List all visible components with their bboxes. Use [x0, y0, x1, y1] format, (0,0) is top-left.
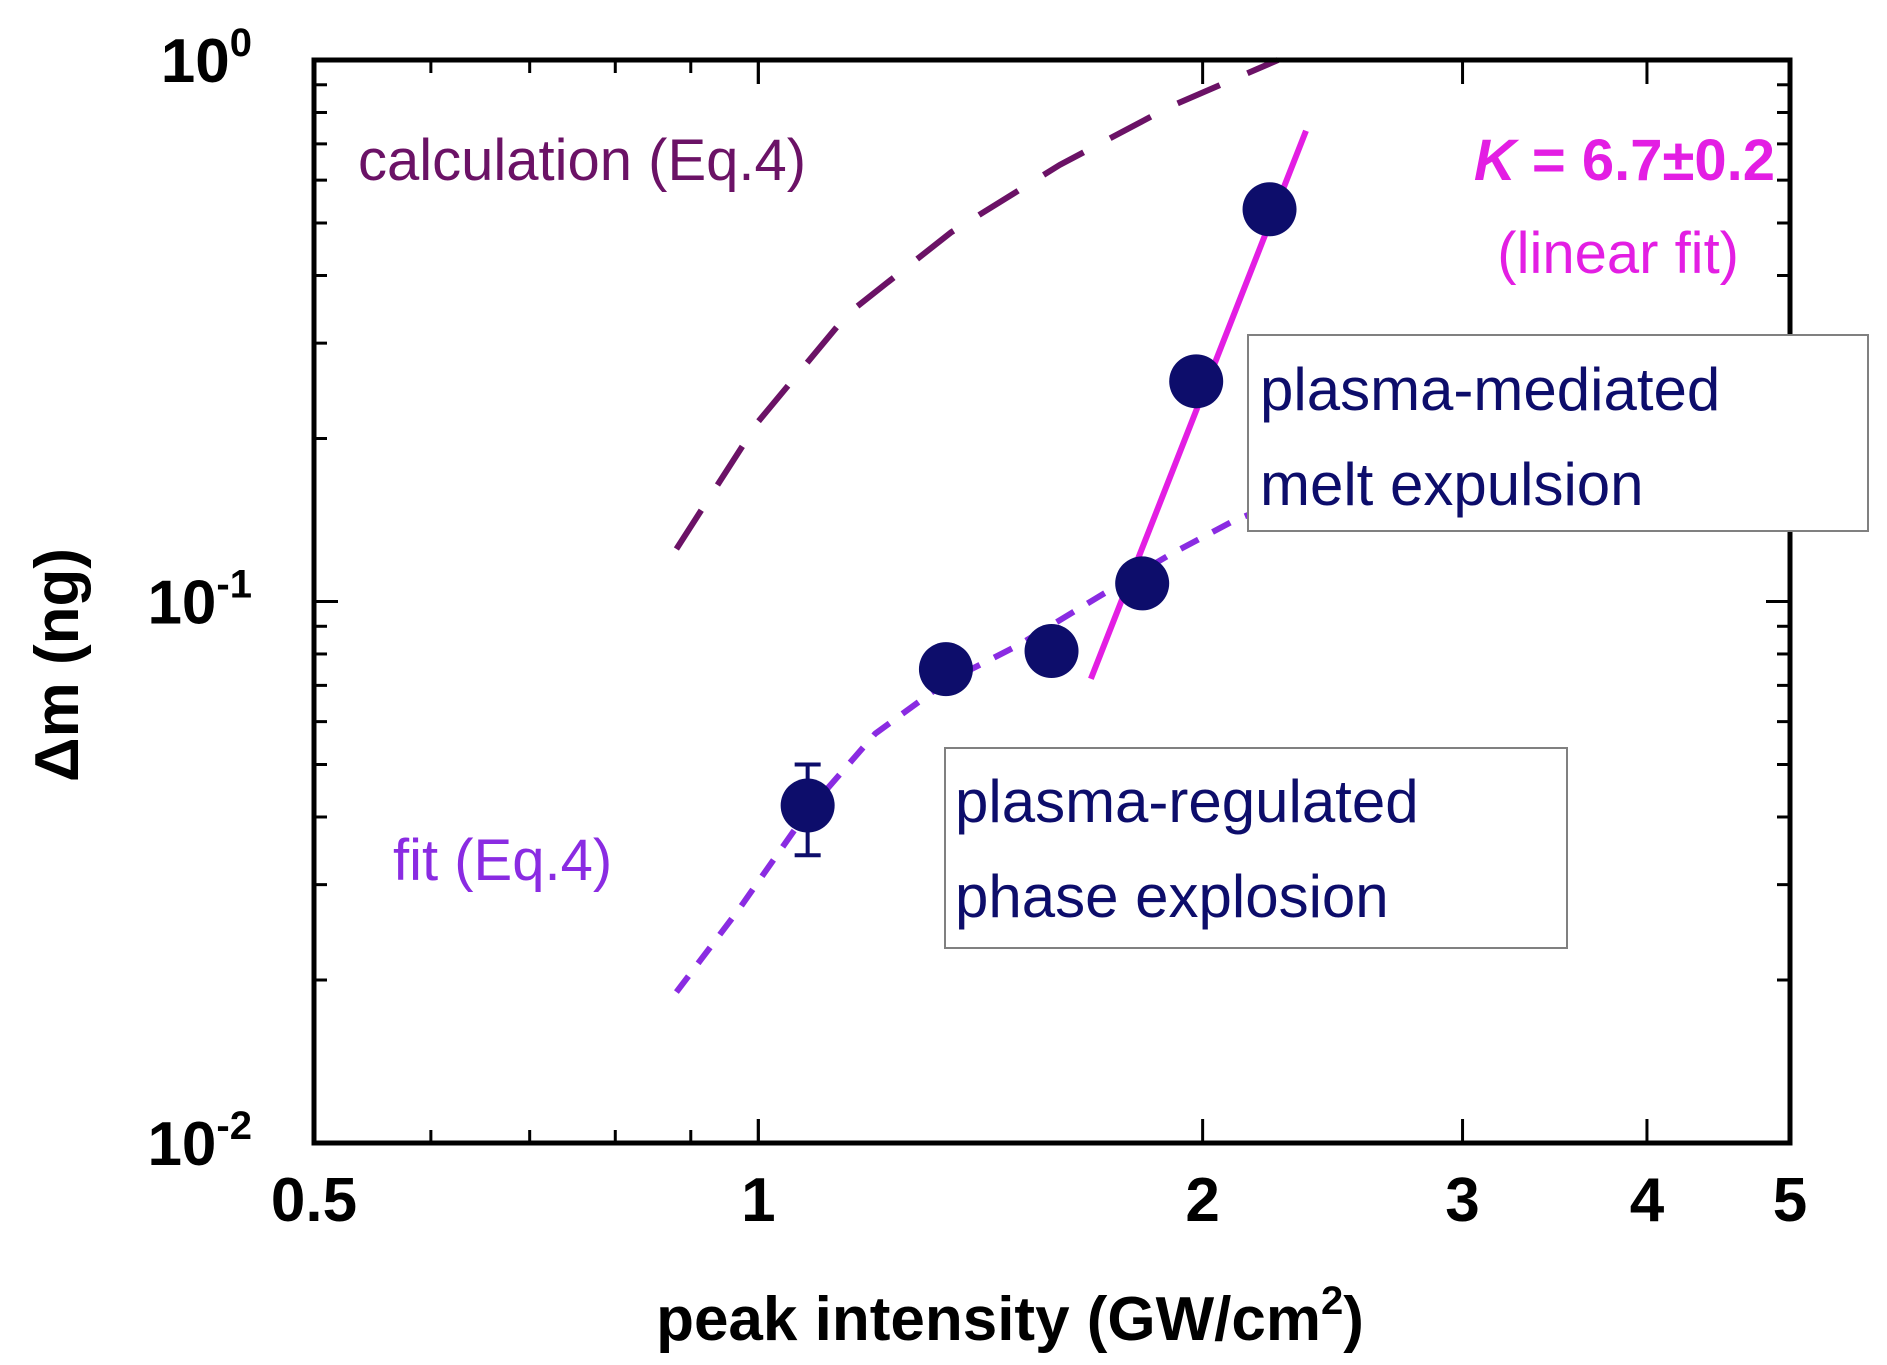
x-tick-label: 4 — [1630, 1166, 1665, 1235]
x-axis-title-sup: 2 — [1321, 1279, 1343, 1323]
melt-expulsion-box — [1247, 334, 1869, 532]
y-axis-title: Δm (ng) — [23, 548, 92, 782]
k-symbol: K — [1474, 128, 1520, 193]
data-point — [918, 642, 973, 697]
y-tick-exp: 0 — [230, 21, 252, 65]
data-point — [1115, 556, 1170, 611]
x-axis-title-main: peak intensity (GW/cm — [656, 1285, 1321, 1354]
phase-explosion-box — [944, 747, 1568, 949]
x-axis-title-close: ) — [1343, 1285, 1364, 1354]
linear-fit-label: (linear fit) — [1497, 221, 1739, 286]
melt-expulsion-line2: melt expulsion — [1260, 451, 1644, 518]
y-tick-label: 10-2 — [147, 1104, 252, 1179]
x-axis-title: peak intensity (GW/cm2) — [656, 1279, 1364, 1354]
y-tick-label: 100 — [161, 21, 252, 96]
k-value: = 6.7±0.2 — [1516, 128, 1775, 193]
calculation-label: calculation (Eq.4) — [358, 128, 806, 193]
data-point — [1242, 182, 1297, 237]
fit-label: fit (Eq.4) — [393, 828, 612, 893]
phase-explosion-line1: plasma-regulated — [955, 768, 1419, 835]
points-layer — [780, 182, 1297, 858]
y-tick-base: 10 — [147, 1110, 216, 1179]
y-tick-exp: -2 — [216, 1104, 252, 1148]
x-tick-label: 0.5 — [271, 1166, 357, 1235]
phase-explosion-line2: phase explosion — [955, 863, 1389, 930]
data-point — [780, 778, 835, 833]
x-tick-label: 1 — [741, 1166, 775, 1235]
calculation-curve — [673, 57, 1280, 551]
x-tick-label: 3 — [1445, 1166, 1479, 1235]
fit-curve — [674, 500, 1280, 994]
data-point — [1024, 624, 1079, 679]
k-value-label: K = 6.7±0.2 — [1474, 128, 1775, 193]
melt-expulsion-line1: plasma-mediated — [1260, 356, 1720, 423]
y-tick-base: 10 — [147, 569, 216, 638]
x-tick-label: 5 — [1773, 1166, 1807, 1235]
y-tick-exp: -1 — [216, 563, 252, 607]
y-tick-label: 10-1 — [147, 563, 252, 638]
x-tick-label: 2 — [1185, 1166, 1219, 1235]
ticks-layer — [312, 58, 1792, 1145]
y-tick-base: 10 — [161, 27, 230, 96]
data-point — [1169, 354, 1224, 409]
